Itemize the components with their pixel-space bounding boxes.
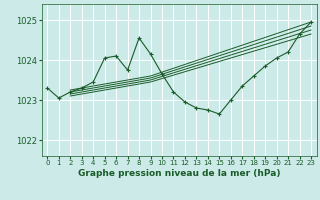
X-axis label: Graphe pression niveau de la mer (hPa): Graphe pression niveau de la mer (hPa) [78,169,280,178]
